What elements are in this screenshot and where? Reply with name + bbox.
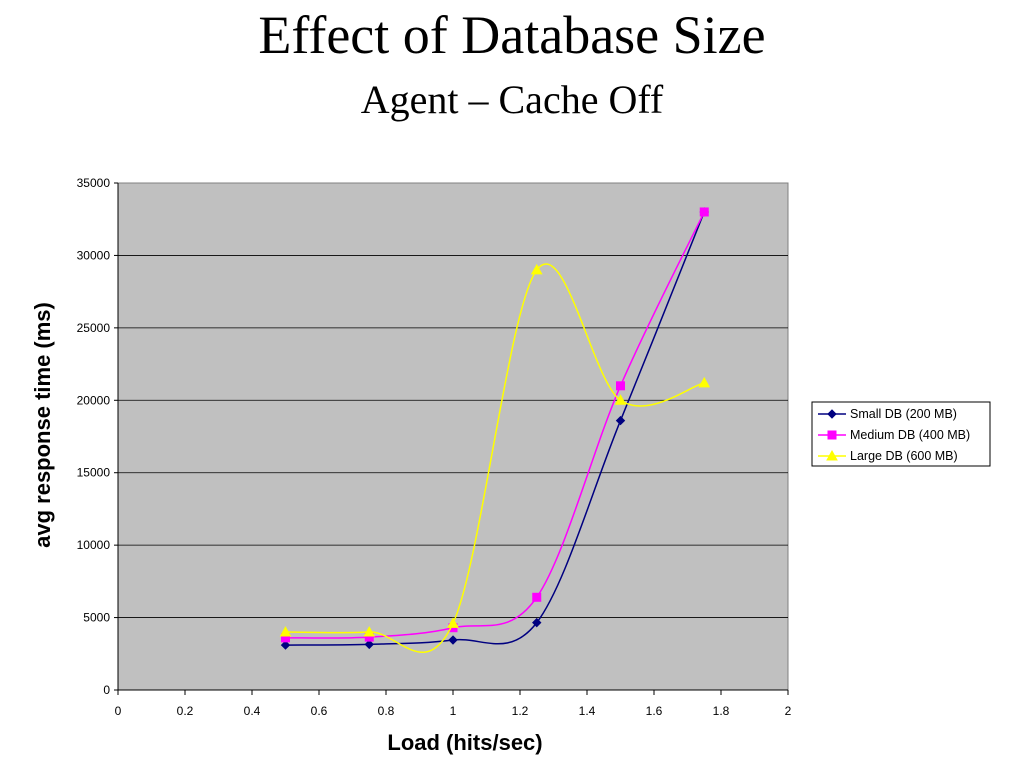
x-tick-label: 0.6 [311,704,328,718]
x-tick-label: 2 [785,704,792,718]
data-point-2 [363,626,376,637]
legend: Small DB (200 MB) Medium DB (400 MB) Large… [811,401,991,467]
y-tick-label: 5000 [83,611,110,625]
data-point-0 [532,617,542,628]
y-tick-label: 10000 [77,538,111,552]
legend-label: Medium DB (400 MB) [850,428,970,442]
x-tick-label: 1.8 [713,704,730,718]
data-point-1 [616,381,625,391]
x-tick-label: 0.8 [378,704,395,718]
x-tick-label: 0.4 [244,704,261,718]
data-point-0 [364,639,374,650]
y-axis-title: avg response time (ms) [30,302,55,548]
axes: 0 5000 10000 15000 20000 25000 30000 35000 0 0.2 0… [77,176,792,718]
x-tick-label: 1 [450,704,457,718]
data-point-0 [448,635,458,645]
legend-swatch-marker [826,449,838,461]
y-tick-label: 20000 [77,393,111,407]
data-point-0 [615,415,626,426]
data-point-1 [699,207,709,217]
x-tick-label: 1.4 [579,704,596,718]
x-tick-label: 0.2 [177,704,194,718]
slide-subtitle: Agent – Cache Off [360,77,664,122]
legend-label: Small DB (200 MB) [850,407,957,421]
y-tick-label: 15000 [77,466,111,480]
data-point-0 [280,640,291,650]
data-point-2 [698,376,711,388]
plot-area [117,182,789,691]
x-tick-label: 1.2 [512,704,529,718]
legend-swatch-marker [827,430,837,440]
data-point-2 [530,263,543,275]
data-point-2 [447,617,459,628]
x-tick-label: 1.6 [646,704,663,718]
x-tick-label: 0 [115,704,122,718]
data-point-2 [614,394,627,405]
data-point-2 [279,626,292,637]
y-tick-label: 35000 [77,176,111,190]
x-axis-title: Load (hits/sec) [387,730,542,755]
legend-label: Large DB (600 MB) [850,449,958,463]
slide-title: Effect of Database Size [258,5,766,65]
y-tick-label: 0 [103,683,110,697]
legend-swatch-marker [827,409,837,419]
data-point-1 [532,592,542,602]
series-lines [279,207,711,653]
y-tick-label: 25000 [77,321,111,335]
y-tick-label: 30000 [77,248,111,262]
